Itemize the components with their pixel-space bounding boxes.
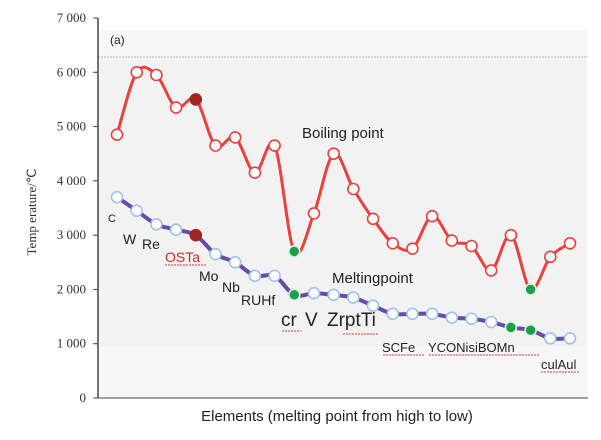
y-tick-label: 6 000 bbox=[57, 64, 86, 79]
highlight-marker bbox=[524, 323, 537, 337]
element-label: RUHf bbox=[241, 292, 275, 308]
melting-point-marker bbox=[307, 286, 321, 300]
element-label: C bbox=[108, 213, 116, 225]
boiling-point-marker bbox=[248, 166, 262, 180]
boiling-point-marker bbox=[465, 239, 478, 253]
melting-point-marker bbox=[406, 307, 419, 321]
element-label: YCONisiBOMn bbox=[428, 340, 515, 355]
highlight-marker bbox=[189, 228, 203, 242]
melting-point-marker bbox=[445, 311, 459, 324]
element-label: Nb bbox=[222, 279, 240, 295]
melting-point-marker bbox=[130, 204, 143, 218]
melting-point-marker bbox=[110, 190, 124, 204]
melting-point-marker bbox=[425, 307, 439, 321]
boiling-point-marker bbox=[150, 68, 163, 82]
element-label: Re bbox=[142, 236, 160, 252]
melting-point-marker bbox=[386, 307, 400, 321]
boiling-point-marker bbox=[130, 65, 143, 79]
melting-point-marker bbox=[544, 331, 557, 345]
highlight-marker bbox=[287, 245, 301, 258]
boiling-point-marker bbox=[563, 236, 577, 250]
melting-point-marker bbox=[228, 255, 242, 269]
y-axis-ticks: 0 1 000 2 000 3 000 4 000 5 000 6 000 7 000 bbox=[57, 10, 98, 405]
element-label: W bbox=[123, 231, 137, 247]
melting-point-marker bbox=[484, 315, 498, 329]
highlight-marker bbox=[504, 321, 518, 334]
y-axis-label: Temp erature/℃ bbox=[24, 169, 39, 256]
element-label: culAul bbox=[541, 357, 577, 372]
y-tick-label: 5 000 bbox=[57, 119, 86, 134]
melting-point-marker bbox=[327, 288, 340, 302]
boiling-series-label: Boiling point bbox=[302, 125, 385, 142]
y-tick-label: 1 000 bbox=[57, 336, 86, 351]
boiling-point-marker bbox=[347, 182, 360, 196]
y-tick-label: 2 000 bbox=[57, 281, 86, 296]
melting-point-marker bbox=[366, 299, 380, 313]
melting-point-marker bbox=[248, 269, 262, 283]
boiling-point-marker bbox=[406, 242, 419, 256]
melting-point-marker bbox=[209, 247, 222, 261]
boiling-point-marker bbox=[169, 101, 183, 114]
element-label: V bbox=[305, 310, 318, 331]
y-tick-label: 4 000 bbox=[57, 173, 86, 188]
x-axis-label: Elements (melting point from high to low… bbox=[201, 408, 473, 425]
highlight-marker bbox=[524, 283, 537, 296]
y-tick-label: 7 000 bbox=[57, 10, 86, 25]
element-label: Mo bbox=[199, 268, 219, 284]
highlight-marker bbox=[287, 288, 301, 302]
boiling-point-marker bbox=[366, 212, 380, 226]
boiling-point-marker bbox=[544, 250, 557, 264]
boiling-point-marker bbox=[327, 147, 340, 161]
boiling-point-marker bbox=[110, 128, 124, 142]
y-tick-label: 3 000 bbox=[57, 227, 86, 242]
element-labels: C W Re OSTa Mo Nb RUHf cr V ZrptTi SCFe … bbox=[108, 213, 580, 373]
boiling-point-marker bbox=[504, 228, 518, 242]
element-label: cr bbox=[281, 310, 298, 331]
boiling-point-marker bbox=[445, 234, 459, 247]
boiling-point-marker bbox=[484, 264, 498, 277]
boiling-point-marker bbox=[307, 207, 321, 220]
melting-point-marker bbox=[150, 217, 163, 231]
melting-point-marker bbox=[465, 312, 478, 326]
plot-inner-band bbox=[100, 56, 586, 346]
melting-point-marker bbox=[268, 269, 281, 283]
boiling-point-marker bbox=[425, 209, 439, 223]
boiling-point-marker bbox=[209, 139, 222, 152]
highlight-marker bbox=[189, 93, 203, 106]
element-label: OSTa bbox=[165, 249, 200, 265]
panel-label: (a) bbox=[110, 33, 125, 47]
melting-point-marker bbox=[169, 223, 183, 237]
series-layer bbox=[110, 65, 577, 345]
y-tick-label: 0 bbox=[80, 390, 87, 405]
element-label: SCFe bbox=[382, 340, 415, 355]
boiling-point-marker bbox=[228, 131, 242, 144]
element-label: ZrptTi bbox=[327, 310, 376, 331]
boiling-point-marker bbox=[268, 139, 281, 152]
boiling-point-marker bbox=[386, 236, 400, 250]
melting-point-marker bbox=[347, 291, 360, 304]
melting-point-marker bbox=[563, 331, 577, 345]
melting-series-label: Meltingpoint bbox=[332, 270, 414, 287]
